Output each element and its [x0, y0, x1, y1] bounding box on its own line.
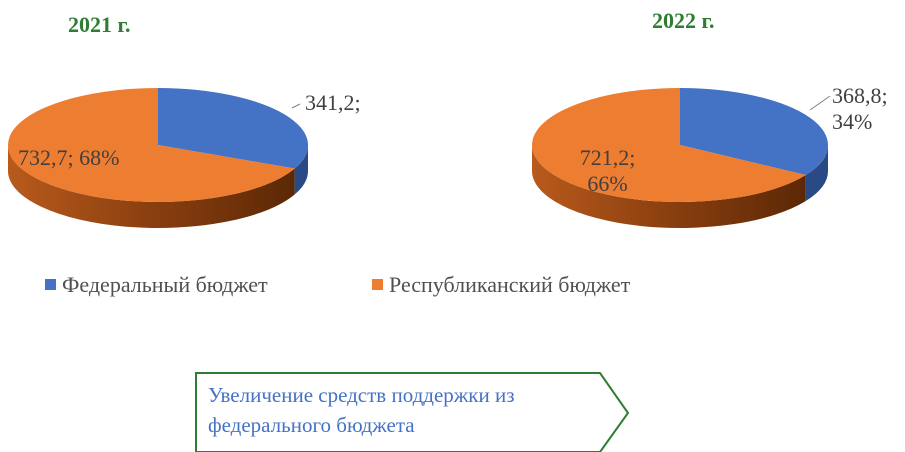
slice	[680, 88, 828, 176]
data-label: 732,7; 68%	[18, 145, 120, 170]
legend-item: Федеральный бюджет	[45, 272, 268, 298]
callout-shape	[195, 372, 630, 452]
slice-side	[8, 145, 295, 228]
leader-line	[291, 103, 301, 109]
slice-side	[294, 145, 308, 195]
slice	[7, 88, 295, 202]
data-label: 368,8; 34%	[832, 83, 888, 134]
chart-title: 2021 г.	[68, 12, 131, 37]
legend-swatch	[45, 279, 56, 290]
slice	[158, 88, 308, 169]
data-label: 721,2; 66%	[579, 145, 636, 196]
slice	[532, 88, 806, 202]
callout-text: Увеличение средств поддержки из федераль…	[208, 383, 515, 437]
leader-line	[809, 95, 831, 111]
slice-side	[805, 145, 828, 202]
legend-label: Республиканский бюджет	[389, 272, 631, 297]
slice-side	[532, 145, 806, 228]
chart-title: 2022 г.	[652, 8, 715, 33]
data-label: 341,2;	[305, 90, 361, 115]
legend-item: Республиканский бюджет	[372, 272, 630, 298]
legend-swatch	[372, 279, 383, 290]
legend-label: Федеральный бюджет	[62, 272, 268, 297]
